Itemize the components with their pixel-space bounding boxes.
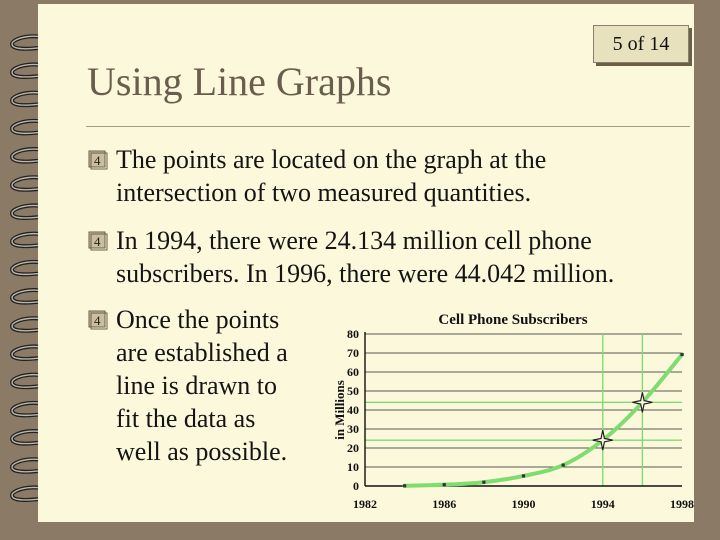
page-title: Using Line Graphs [87, 59, 392, 104]
svg-text:4: 4 [94, 234, 101, 249]
y-tick-label: 0 [353, 479, 359, 493]
checkbox-four-icon: 4 [88, 231, 108, 251]
y-tick-label: 80 [347, 327, 359, 341]
svg-text:4: 4 [94, 153, 101, 168]
bullet-line: The points are located on the graph at t… [116, 145, 547, 174]
bullet-line: are established a [116, 338, 288, 367]
cell-phone-chart: Cell Phone Subscribers in Millions 0 10 20… [332, 312, 694, 511]
bullet-line: fit the data as [116, 404, 256, 433]
x-tick-label: 1986 [432, 497, 456, 511]
bullet-item: 4 The points are located on the graph at… [88, 143, 546, 209]
chart-title: Cell Phone Subscribers [438, 312, 587, 328]
y-tick-label: 40 [347, 403, 359, 417]
data-point [561, 463, 565, 467]
y-tick-label: 10 [347, 460, 359, 474]
x-tick-label: 1982 [353, 497, 377, 511]
bullet-line: intersection of two measured quantities. [116, 178, 532, 207]
bullet-line: line is drawn to [116, 371, 278, 400]
y-tick-label: 70 [347, 346, 359, 360]
y-tick-label: 50 [347, 384, 359, 398]
data-point [442, 483, 446, 487]
bullet-item: 4 Once the points are established a line… [88, 303, 288, 468]
data-point [403, 484, 407, 488]
highlight-marker [592, 430, 613, 451]
data-point [521, 474, 526, 478]
checkbox-four-icon: 4 [88, 150, 108, 170]
highlight-marker [632, 392, 653, 413]
checkbox-four-icon: 4 [88, 310, 108, 330]
page-counter: 5 of 14 [593, 25, 689, 63]
slide [38, 4, 694, 522]
x-tick-label: 1998 [670, 497, 694, 511]
y-tick-label: 20 [347, 441, 359, 455]
y-tick-label: 60 [347, 365, 359, 379]
y-tick-label: 30 [347, 422, 359, 436]
fitted-line [402, 352, 684, 488]
bullet-item: 4 In 1994, there were 24.134 million cel… [88, 224, 614, 290]
bullet-line: Once the points [116, 305, 280, 334]
y-axis-label: in Millions [332, 380, 347, 440]
bullet-line: well as possible. [116, 437, 288, 466]
bullet-line: subscribers. In 1996, there were 44.042 … [116, 259, 615, 288]
data-point [482, 480, 486, 484]
x-tick-label: 1994 [591, 497, 615, 511]
title-divider [86, 126, 690, 127]
data-point [680, 352, 684, 357]
x-tick-label: 1990 [512, 497, 536, 511]
bullet-line: In 1994, there were 24.134 million cell … [116, 226, 592, 255]
svg-text:4: 4 [94, 313, 101, 328]
